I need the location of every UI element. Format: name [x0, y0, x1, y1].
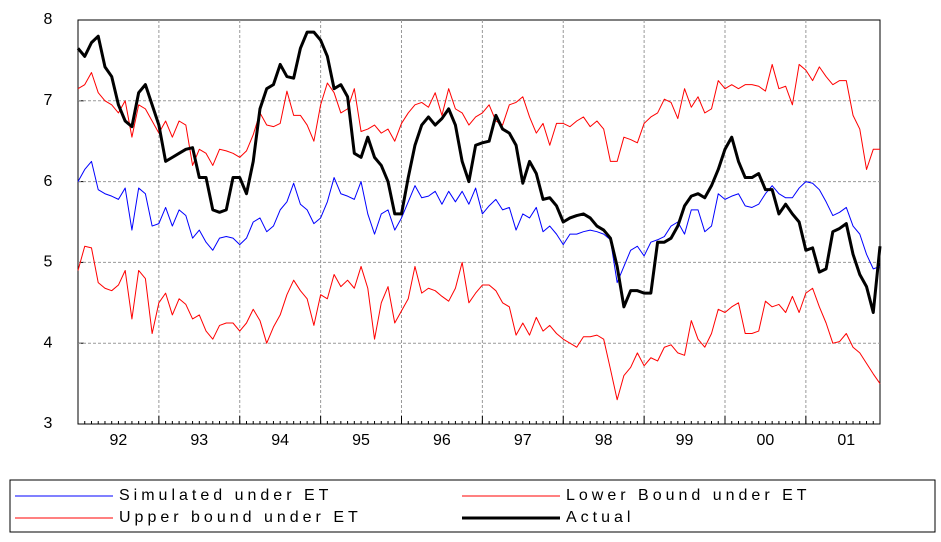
- series-line: [77, 245, 881, 401]
- y-tick-label: 7: [44, 92, 53, 109]
- y-tick-label: 3: [44, 415, 53, 432]
- legend-label: Upper bound under ET: [119, 509, 362, 526]
- x-tick-label: 94: [271, 432, 289, 449]
- legend-label: Lower Bound under ET: [566, 487, 811, 504]
- legend-label: Actual: [566, 509, 634, 526]
- x-tick-label: 96: [433, 432, 451, 449]
- y-tick-label: 5: [44, 254, 53, 271]
- y-tick-label: 8: [44, 11, 53, 28]
- legend-box: [9, 479, 936, 533]
- x-tick-label: 98: [595, 432, 613, 449]
- y-tick-label: 4: [44, 334, 53, 351]
- x-tick-label: 00: [757, 432, 775, 449]
- x-tick-label: 97: [514, 432, 532, 449]
- series-line: [76, 30, 882, 314]
- x-tick-label: 93: [190, 432, 208, 449]
- legend-label: Simulated under ET: [119, 487, 332, 504]
- series-line: [77, 160, 881, 284]
- y-tick-label: 6: [44, 173, 53, 190]
- x-tick-label: 95: [352, 432, 370, 449]
- series-line: [77, 63, 880, 170]
- x-tick-label: 92: [110, 432, 128, 449]
- x-tick-label: 99: [676, 432, 694, 449]
- plot-frame: [77, 19, 881, 425]
- x-tick-label: 01: [837, 432, 855, 449]
